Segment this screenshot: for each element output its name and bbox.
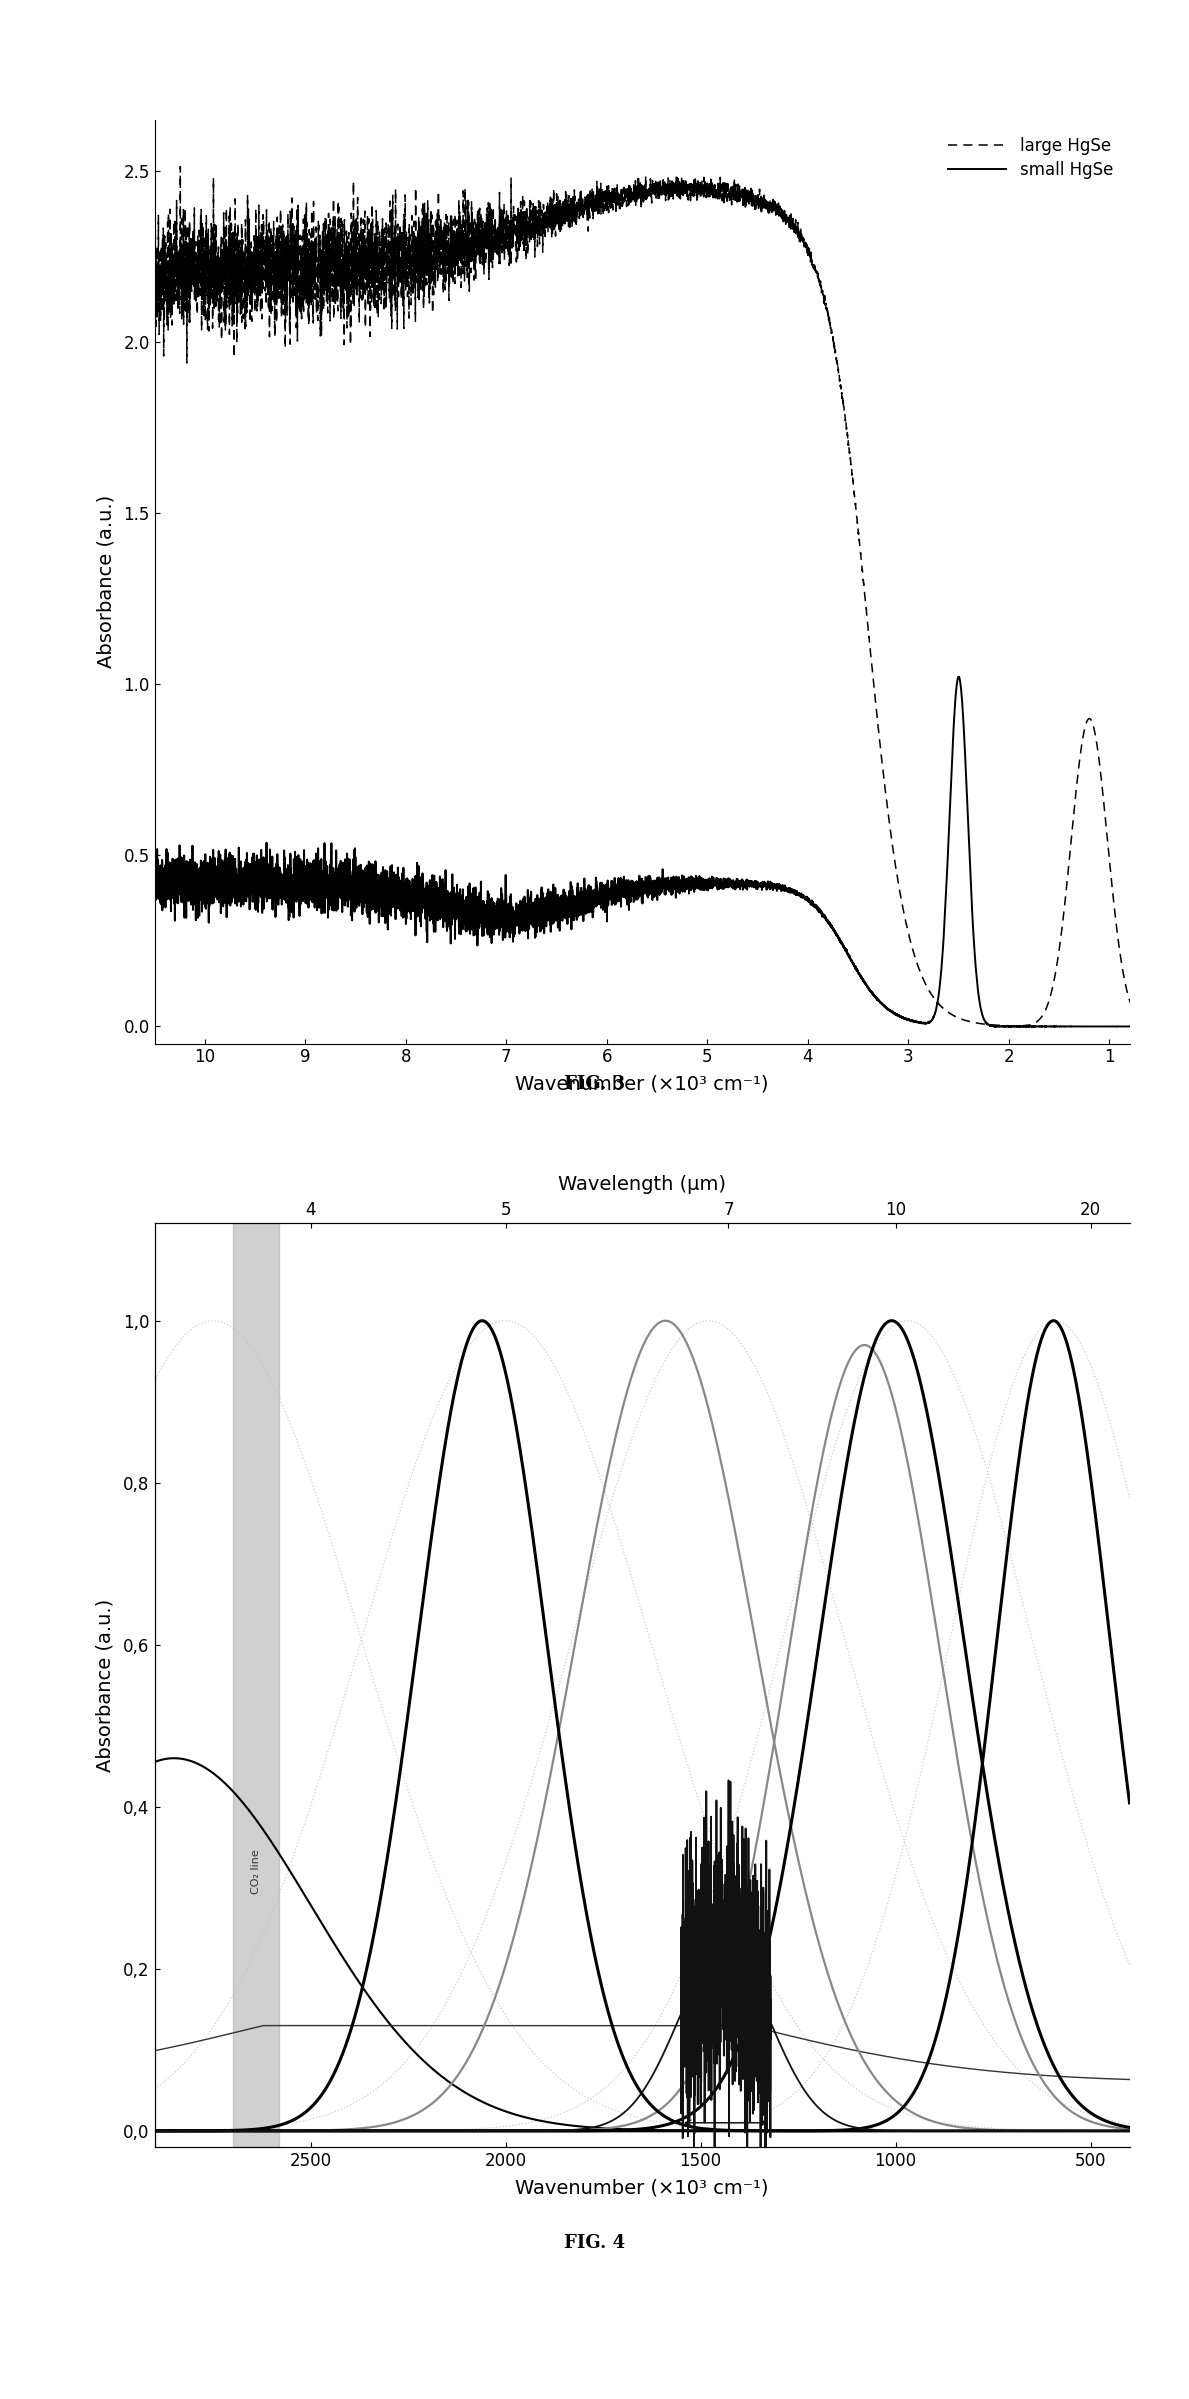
large HgSe xyxy=(773,202,787,230)
large HgSe xyxy=(1011,1012,1025,1041)
X-axis label: Wavenumber (×10³ cm⁻¹): Wavenumber (×10³ cm⁻¹) xyxy=(515,2178,769,2197)
Text: CO₂ line: CO₂ line xyxy=(251,1850,260,1895)
Text: FIG. 4: FIG. 4 xyxy=(564,2233,625,2253)
Text: FIG. 3: FIG. 3 xyxy=(564,1075,625,1094)
Legend: large HgSe, small HgSe: large HgSe, small HgSe xyxy=(939,127,1121,187)
small HgSe xyxy=(504,888,518,916)
Line: large HgSe: large HgSe xyxy=(155,166,1139,1027)
small HgSe xyxy=(1021,1012,1036,1041)
large HgSe xyxy=(197,259,212,288)
Y-axis label: Absorbance (a.u.): Absorbance (a.u.) xyxy=(96,494,115,669)
small HgSe xyxy=(147,856,162,885)
large HgSe xyxy=(504,197,518,226)
Line: small HgSe: small HgSe xyxy=(155,677,1139,1027)
large HgSe xyxy=(174,151,188,180)
large HgSe xyxy=(730,182,744,211)
large HgSe xyxy=(1132,1005,1146,1034)
small HgSe xyxy=(197,856,212,885)
small HgSe xyxy=(877,993,892,1022)
Y-axis label: Absorbance (a.u.): Absorbance (a.u.) xyxy=(96,1598,115,1773)
small HgSe xyxy=(773,871,787,900)
small HgSe xyxy=(730,864,744,892)
X-axis label: Wavenumber (×10³ cm⁻¹): Wavenumber (×10³ cm⁻¹) xyxy=(515,1075,769,1094)
small HgSe xyxy=(951,662,965,691)
large HgSe xyxy=(147,247,162,276)
large HgSe xyxy=(930,988,944,1017)
small HgSe xyxy=(930,988,944,1017)
Bar xyxy=(233,1223,279,2147)
X-axis label: Wavelength (μm): Wavelength (μm) xyxy=(558,1176,726,1195)
large HgSe xyxy=(877,772,892,801)
small HgSe xyxy=(1132,1012,1146,1041)
